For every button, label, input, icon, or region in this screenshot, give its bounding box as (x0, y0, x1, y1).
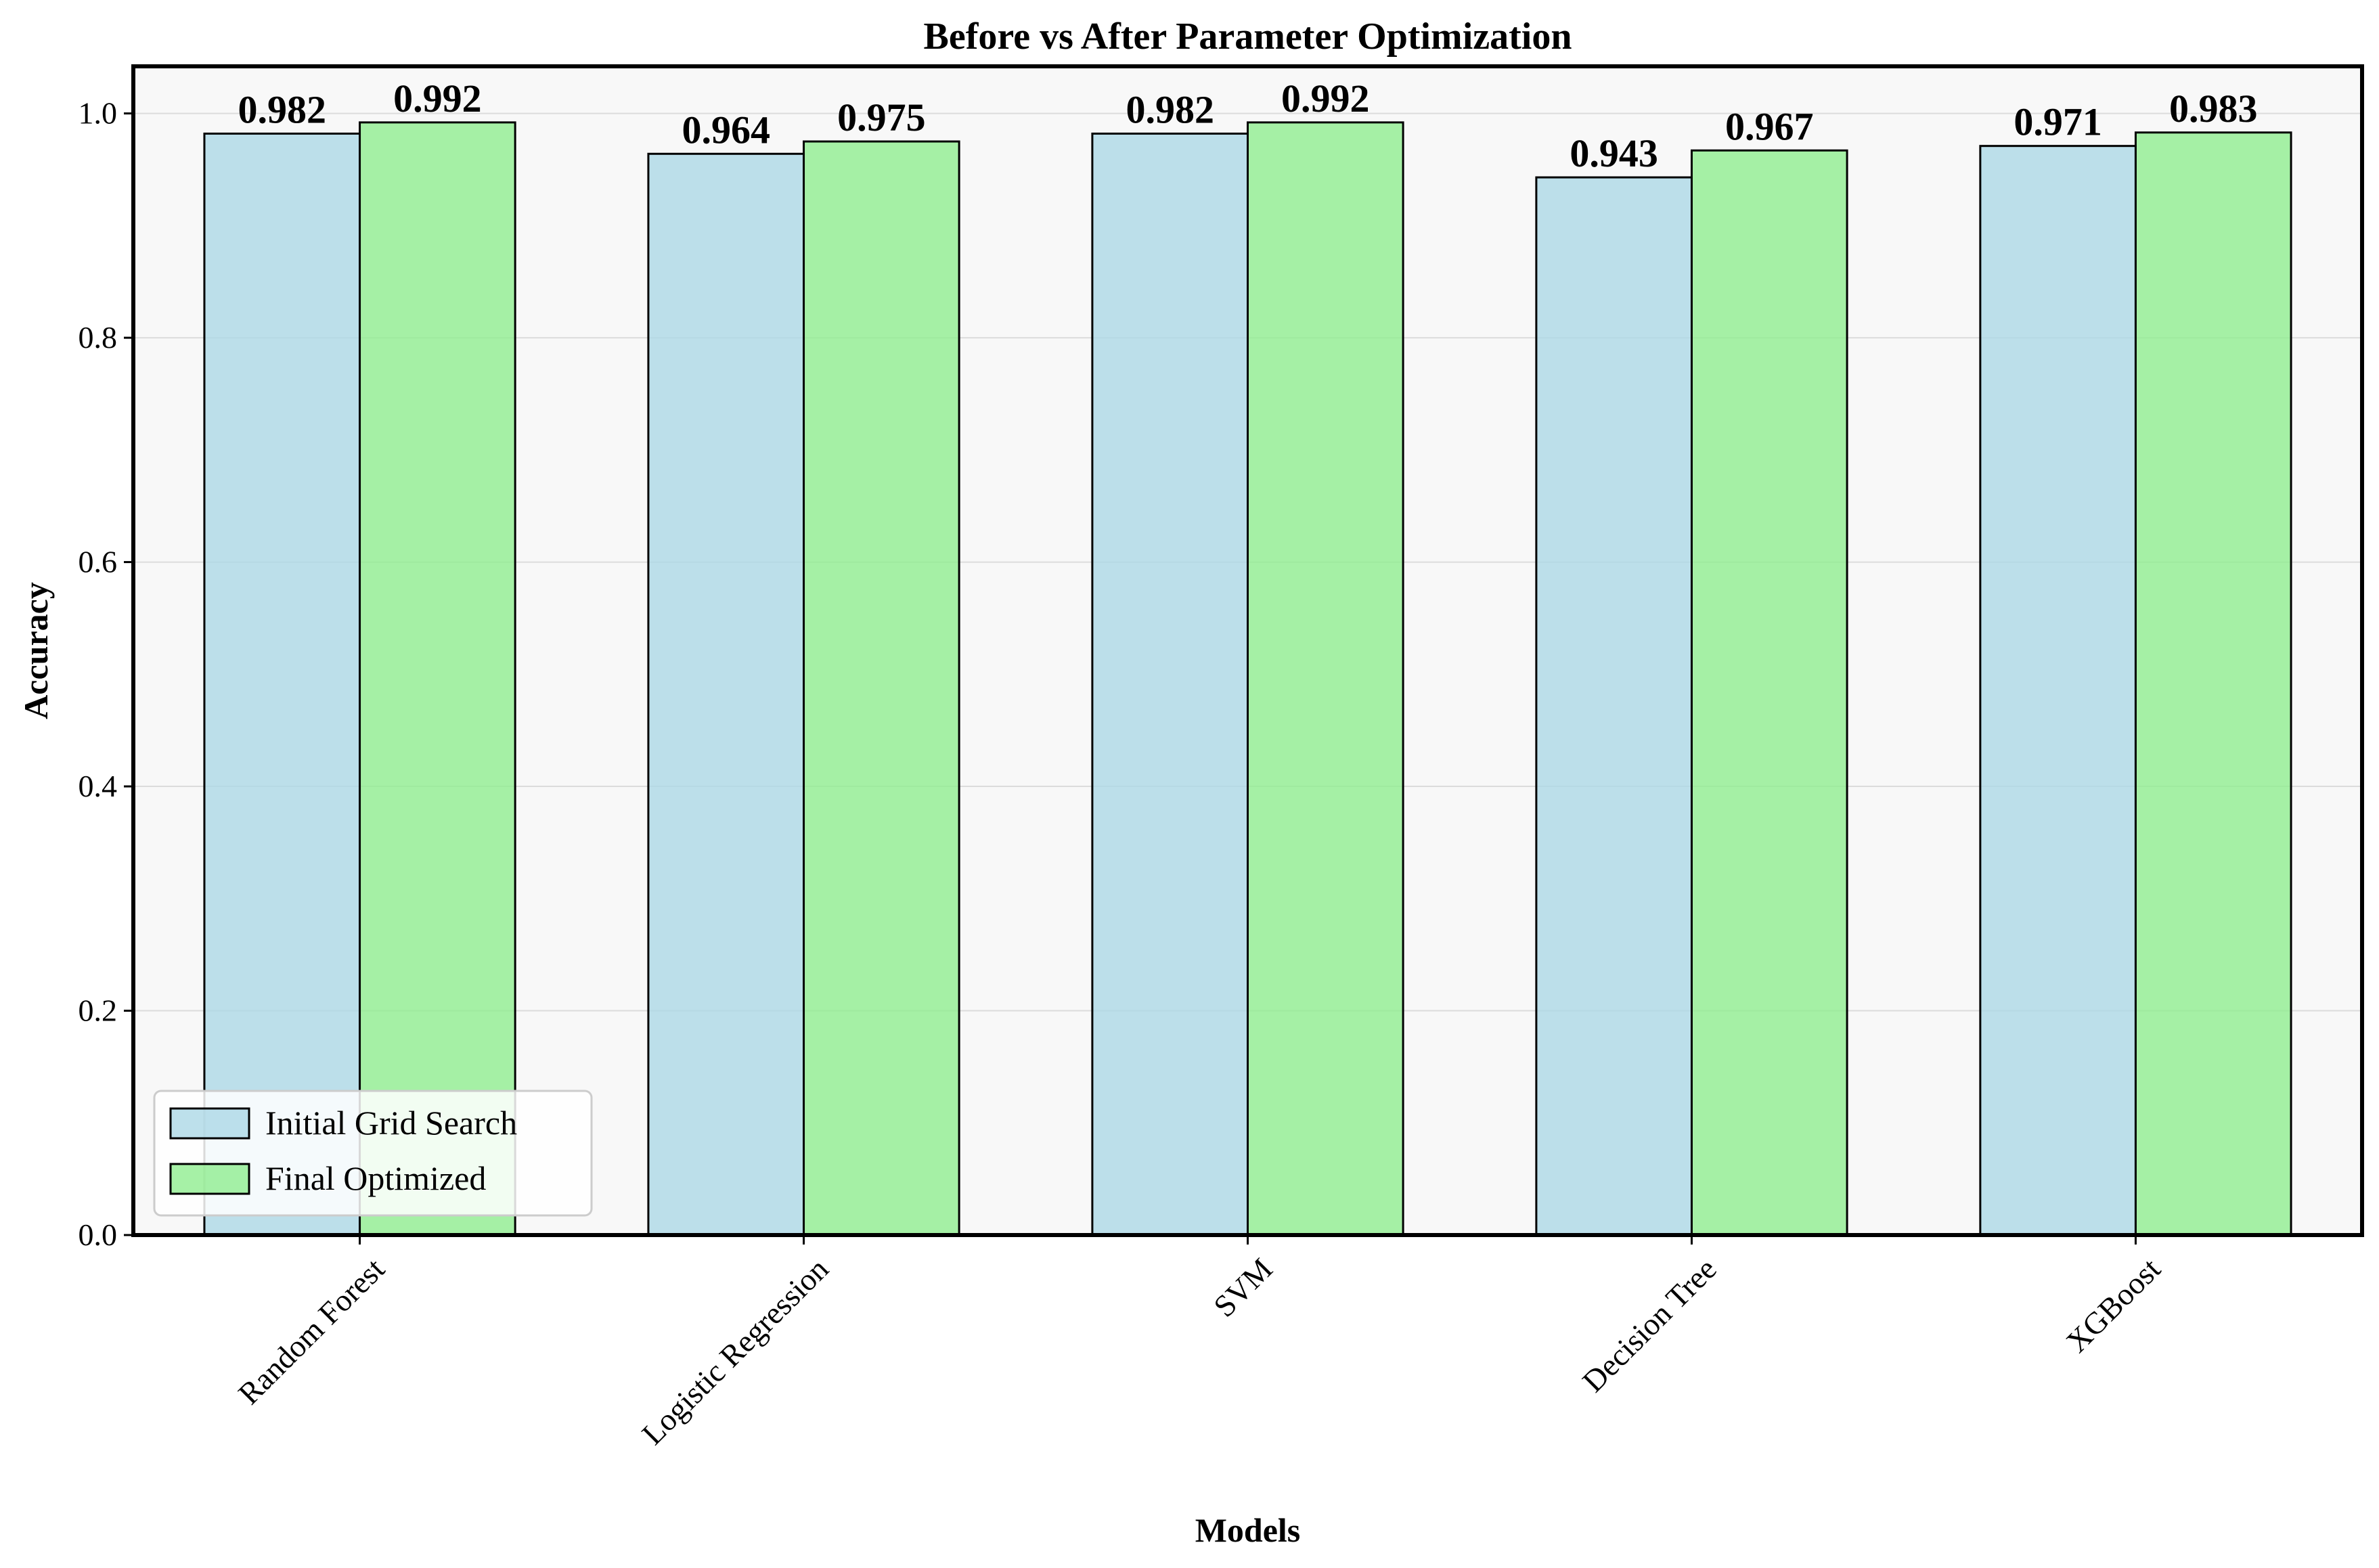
bar-value-label: 0.982 (238, 87, 327, 131)
bar-value-label: 0.982 (1126, 87, 1214, 131)
bar-value-label: 0.983 (2169, 87, 2258, 131)
bar (1535, 176, 1693, 1236)
bar (803, 140, 960, 1236)
y-tick-label: 0.8 (79, 320, 118, 355)
x-tick-label: SVM (1207, 1251, 1279, 1324)
bar (647, 152, 805, 1236)
bar (2134, 131, 2292, 1236)
y-tick-label: 1.0 (79, 96, 118, 131)
legend-label: Final Optimized (265, 1159, 486, 1197)
y-tick-label: 0.0 (79, 1217, 118, 1252)
x-axis-label: Models (1195, 1511, 1301, 1549)
bar-value-label: 0.943 (1570, 131, 1658, 175)
legend-swatch (169, 1107, 250, 1140)
bar (1247, 121, 1404, 1236)
bar-value-label: 0.967 (1725, 104, 1814, 148)
bar (1690, 149, 1848, 1236)
y-tick-label: 0.4 (79, 769, 118, 803)
legend-swatch (169, 1163, 250, 1195)
bar (359, 121, 516, 1236)
y-tick-label: 0.6 (79, 545, 118, 579)
legend: Initial Grid Search Final Optimized (153, 1090, 593, 1217)
x-tick-label: Decision Tree (1576, 1251, 1723, 1399)
y-axis: 0.0 0.2 0.4 0.6 0.8 1.0 (79, 96, 133, 1252)
bar (1091, 132, 1249, 1236)
bars (203, 121, 2292, 1236)
bar-value-labels: 0.982 0.992 0.964 0.975 0.982 0.992 0.943 0.967… (238, 76, 2258, 175)
bar (203, 132, 361, 1236)
bar-value-label: 0.992 (1281, 76, 1370, 120)
x-tick-label: Logistic Regression (635, 1251, 835, 1451)
legend-box (153, 1090, 593, 1217)
bar (1979, 145, 2137, 1236)
bar-value-label: 0.964 (682, 108, 770, 152)
chart-title: Before vs After Parameter Optimization (924, 16, 1572, 58)
y-tick-label: 0.2 (79, 993, 118, 1028)
x-tick-label: XGBoost (2060, 1251, 2167, 1359)
x-tick-label: Random Forest (231, 1251, 391, 1411)
bar-value-label: 0.992 (393, 76, 482, 120)
bar-value-label: 0.975 (837, 95, 926, 139)
x-axis: Random Forest Logistic Regression SVM Decis… (231, 1235, 2167, 1452)
bar-value-label: 0.971 (2014, 100, 2102, 144)
legend-label: Initial Grid Search (265, 1104, 517, 1142)
y-axis-label: Accuracy (17, 582, 55, 719)
